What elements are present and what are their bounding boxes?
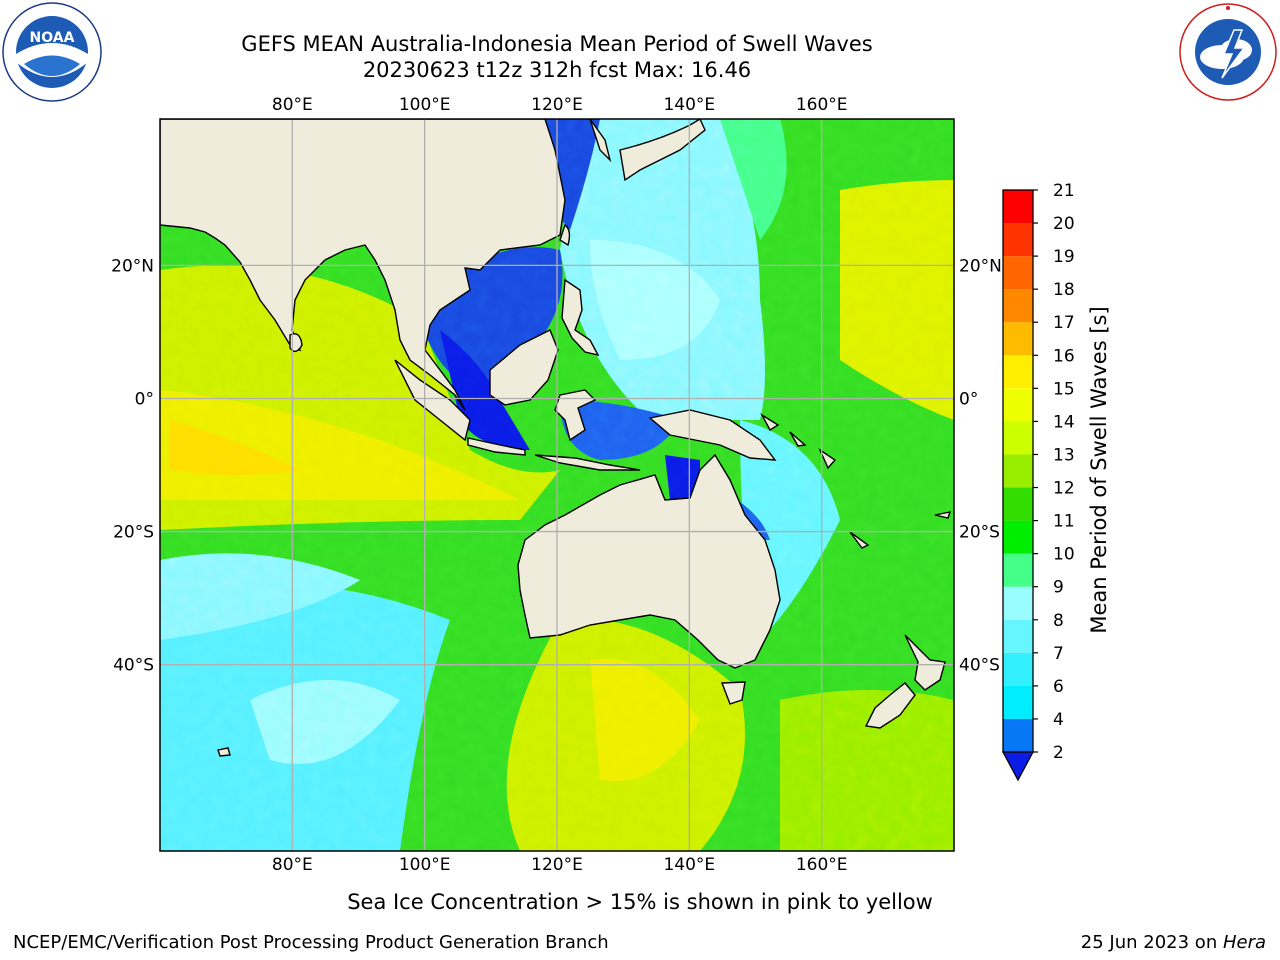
footer-host: Hera xyxy=(1222,932,1266,953)
lat-label-right-3: 40°S xyxy=(959,656,1000,676)
nws-logo xyxy=(1179,3,1277,101)
colorbar-tick-15: 19 xyxy=(1053,247,1075,267)
colorbar-frame xyxy=(1002,189,1034,753)
colorbar-tick-7: 11 xyxy=(1053,512,1075,532)
colorbar-segment-12 xyxy=(1003,322,1033,356)
colorbar-segment-4 xyxy=(1003,586,1033,620)
lon-label-top-3: 140°E xyxy=(663,95,715,115)
colorbar-extend-min xyxy=(1001,751,1035,782)
lat-label-left-2: 20°S xyxy=(113,523,154,543)
colorbar-segment-6 xyxy=(1003,520,1033,554)
lon-label-bottom-3: 140°E xyxy=(663,855,715,875)
colorbar-segment-11 xyxy=(1003,355,1033,389)
footer-date-text: 25 Jun 2023 on xyxy=(1080,932,1223,953)
colorbar-tick-12: 16 xyxy=(1053,346,1075,366)
colorbar-tick-6: 10 xyxy=(1053,545,1075,565)
chart-subtitle: 20230623 t12z 312h fcst Max: 16.46 xyxy=(362,58,752,82)
colorbar-tick-1: 4 xyxy=(1053,710,1064,730)
colorbar-segment-7 xyxy=(1003,487,1033,521)
landmasses xyxy=(160,119,952,757)
lat-label-right-0: 20°N xyxy=(959,256,1002,276)
colorbar-tick-11: 15 xyxy=(1053,379,1075,399)
chart-title: GEFS MEAN Australia-Indonesia Mean Perio… xyxy=(241,32,873,56)
colorbar: 2 4 6 7 8 9 10 11 12 13 14 15 16 17 18 19 20 21 xyxy=(1001,181,1075,782)
lat-label-right-1: 0° xyxy=(959,389,978,409)
colorbar-tick-16: 20 xyxy=(1053,214,1075,234)
colorbar-tick-5: 9 xyxy=(1053,578,1064,598)
lat-label-right-2: 20°S xyxy=(959,523,1000,543)
colorbar-segment-16 xyxy=(1003,190,1033,224)
sea-ice-note: Sea Ice Concentration > 15% is shown in … xyxy=(347,890,933,914)
lat-label-left-1: 0° xyxy=(135,389,154,409)
lon-label-bottom-2: 120°E xyxy=(531,855,583,875)
lon-label-top-2: 120°E xyxy=(531,95,583,115)
lat-label-left-0: 20°N xyxy=(111,256,154,276)
noaa-logo: NOAA xyxy=(2,2,102,102)
colorbar-tick-13: 17 xyxy=(1053,313,1075,333)
colorbar-segment-0 xyxy=(1003,718,1033,752)
lon-label-top-1: 100°E xyxy=(399,95,451,115)
colorbar-segment-15 xyxy=(1003,223,1033,257)
colorbar-tick-8: 12 xyxy=(1053,479,1075,499)
lon-label-bottom-1: 100°E xyxy=(399,855,451,875)
colorbar-tick-0: 2 xyxy=(1053,743,1064,763)
lon-label-bottom-4: 160°E xyxy=(796,855,848,875)
colorbar-tick-14: 18 xyxy=(1053,280,1075,300)
colorbar-segment-9 xyxy=(1003,421,1033,455)
colorbar-segment-10 xyxy=(1003,388,1033,422)
lat-label-left-3: 40°S xyxy=(113,656,154,676)
colorbar-segment-13 xyxy=(1003,289,1033,323)
colorbar-segment-3 xyxy=(1003,619,1033,653)
colorbar-tick-4: 8 xyxy=(1053,611,1064,631)
colorbar-tick-10: 14 xyxy=(1053,412,1075,432)
colorbar-tick-2: 6 xyxy=(1053,677,1064,697)
lon-label-top-4: 160°E xyxy=(796,95,848,115)
lon-label-bottom-0: 80°E xyxy=(272,855,313,875)
colorbar-segment-2 xyxy=(1003,652,1033,686)
colorbar-tick-3: 7 xyxy=(1053,644,1064,664)
map-frame xyxy=(159,118,955,852)
colorbar-label: Mean Period of Swell Waves [s] xyxy=(1087,306,1111,633)
colorbar-segment-5 xyxy=(1003,553,1033,587)
colorbar-segment-1 xyxy=(1003,685,1033,719)
colorbar-tick-17: 21 xyxy=(1053,181,1075,201)
colorbar-segment-14 xyxy=(1003,256,1033,290)
colorbar-segment-8 xyxy=(1003,454,1033,488)
noaa-logo-text: NOAA xyxy=(30,30,75,46)
lon-label-top-0: 80°E xyxy=(272,95,313,115)
footer-date: 25 Jun 2023 on Hera xyxy=(1081,932,1266,953)
footer-credit: NCEP/EMC/Verification Post Processing Pr… xyxy=(13,932,609,953)
colorbar-tick-9: 13 xyxy=(1053,445,1075,465)
map-gridlines xyxy=(160,119,954,851)
